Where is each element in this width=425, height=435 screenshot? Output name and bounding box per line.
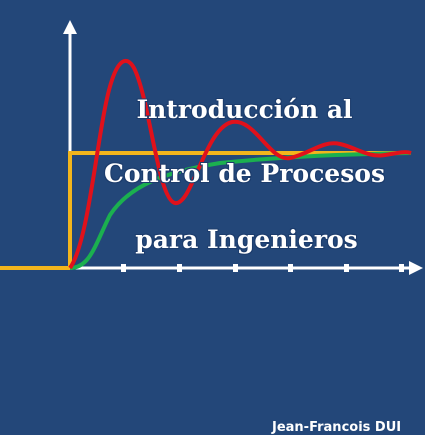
x-tick xyxy=(399,264,404,272)
x-tick xyxy=(288,264,293,272)
title-line-3: para Ingenieros xyxy=(135,225,359,255)
title-line-2: Control de Procesos xyxy=(103,159,386,189)
title-line-1: Introducción al xyxy=(136,95,353,125)
overdamped-response-curve xyxy=(69,151,412,270)
step-input-line xyxy=(0,151,411,270)
x-tick xyxy=(344,264,349,272)
x-axis-arrow-icon xyxy=(409,261,423,275)
y-axis-arrow-icon xyxy=(63,20,77,34)
x-axis-ticks xyxy=(121,264,404,272)
underdamped-response-curve xyxy=(68,58,412,270)
x-tick xyxy=(233,264,238,272)
author-name: Jean-Francois DUI xyxy=(272,420,402,435)
x-tick xyxy=(121,264,126,272)
x-tick xyxy=(177,264,182,272)
